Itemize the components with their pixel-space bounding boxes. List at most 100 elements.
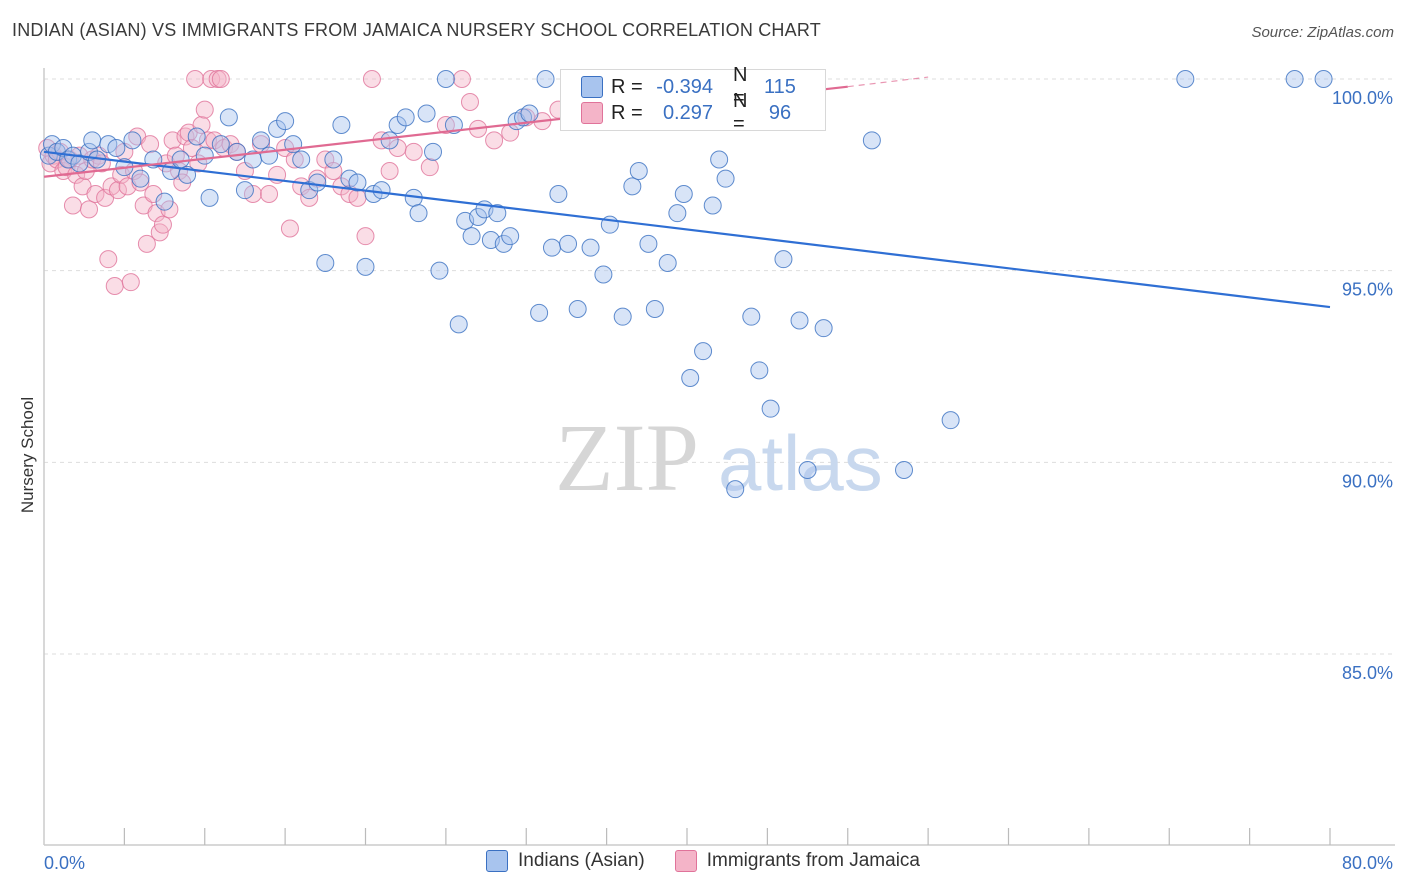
data-point-jamaica [356, 227, 375, 246]
data-point-indians [449, 315, 468, 334]
data-point-jamaica [63, 196, 82, 215]
data-point-indians [1314, 70, 1333, 88]
data-point-indians [941, 411, 960, 430]
y-axis-title: Nursery School [18, 397, 37, 513]
stats-swatch-jamaica [581, 102, 603, 124]
data-point-indians [107, 139, 126, 157]
source-label: Source: ZipAtlas.com [1251, 24, 1394, 41]
data-point-jamaica [285, 150, 304, 169]
data-point-indians [227, 142, 246, 161]
data-point-indians [814, 319, 833, 338]
data-point-indians [195, 146, 214, 165]
data-point-indians [324, 150, 343, 169]
stats-n-label: N = [733, 64, 748, 109]
legend-item-indians[interactable]: Indians (Asian) [485, 850, 645, 872]
data-point-jamaica [108, 181, 127, 200]
data-point-jamaica [211, 70, 230, 88]
data-point-indians [308, 173, 327, 192]
data-point-indians [1285, 70, 1304, 88]
data-point-indians [187, 127, 206, 146]
data-point-indians [530, 303, 549, 322]
y-tick-label: 95.0% [1342, 280, 1393, 300]
data-point-jamaica [202, 70, 221, 88]
data-point-jamaica [105, 277, 124, 295]
data-point-indians [710, 150, 729, 169]
data-point-indians [380, 131, 399, 150]
data-point-jamaica [380, 162, 399, 180]
data-point-indians [742, 307, 761, 326]
data-point-jamaica [300, 188, 319, 207]
data-point-indians [462, 227, 481, 246]
x-tick-label-max: 80.0% [1342, 853, 1393, 873]
legend-label-indians: Indians (Asian) [517, 850, 645, 871]
data-point-indians [131, 169, 150, 188]
data-point-indians [520, 104, 539, 123]
data-point-indians [348, 173, 367, 192]
data-point-jamaica [80, 200, 99, 219]
data-point-indians [494, 234, 513, 253]
legend-swatch-jamaica [674, 850, 697, 872]
watermark: ZIP atlas [555, 404, 883, 511]
data-point-jamaica [404, 142, 423, 161]
axes: 85.0% 90.0% 95.0% 100.0% [43, 68, 1395, 846]
data-point-indians [549, 185, 568, 203]
watermark-atlas: atlas [718, 419, 883, 507]
legend-label-jamaica: Immigrants from Jamaica [706, 850, 920, 871]
data-point-indians [332, 116, 351, 134]
data-point-indians [703, 196, 722, 215]
data-point-indians [613, 307, 632, 326]
data-point-jamaica [452, 70, 471, 88]
data-point-jamaica [420, 158, 439, 177]
chart-title: INDIAN (ASIAN) VS IMMIGRANTS FROM JAMAIC… [12, 20, 821, 40]
data-point-indians [211, 135, 230, 154]
y-tick-label: 100.0% [1332, 88, 1393, 108]
y-tick-label: 85.0% [1342, 663, 1393, 683]
data-point-jamaica [121, 273, 140, 292]
data-point-indians [54, 139, 73, 157]
data-point-indians [629, 162, 648, 180]
data-point-indians [581, 238, 600, 257]
data-point-indians [895, 461, 914, 479]
data-point-jamaica [280, 219, 299, 238]
stats-r-value: 0.297 [662, 101, 713, 124]
data-point-indians [750, 361, 769, 380]
stats-swatch-indians [581, 76, 603, 98]
data-point-indians [668, 204, 687, 223]
data-point-indians [623, 177, 642, 196]
stats-r-label: R = [611, 75, 643, 98]
data-point-indians [681, 369, 700, 387]
y-tick-label: 90.0% [1342, 471, 1393, 491]
data-point-indians [594, 265, 613, 284]
data-point-indians [645, 300, 664, 318]
data-point-indians [694, 342, 713, 361]
data-point-indians [276, 112, 295, 131]
data-point-jamaica [260, 185, 279, 203]
data-point-indians [716, 169, 735, 188]
data-point-jamaica [460, 93, 479, 111]
data-point-indians [235, 181, 254, 200]
stats-box: R = -0.394 N = 115 R = 0.297 N = 96 [560, 64, 826, 135]
trend-line-indians [43, 150, 1331, 309]
data-point-indians [1176, 70, 1195, 88]
data-point-jamaica [221, 135, 240, 154]
data-point-jamaica [153, 215, 172, 234]
data-point-indians [252, 131, 271, 150]
stats-n-value: 96 [768, 101, 792, 124]
chart-legend: Indians (Asian) Immigrants from Jamaica [0, 850, 1406, 872]
stats-r-label: R = [611, 101, 643, 124]
data-point-jamaica [195, 100, 214, 119]
data-point-indians [658, 254, 677, 272]
data-point-indians [430, 261, 449, 280]
data-point-indians [260, 146, 279, 165]
data-point-indians [488, 204, 507, 223]
stats-r-value: -0.394 [656, 75, 713, 98]
data-point-indians [436, 70, 455, 88]
data-point-indians [155, 192, 174, 211]
data-point-indians [200, 188, 219, 207]
legend-item-jamaica[interactable]: Immigrants from Jamaica [674, 850, 920, 872]
stats-n-label: N = [733, 90, 748, 135]
data-point-jamaica [362, 70, 381, 88]
data-point-jamaica [137, 234, 156, 253]
data-point-indians [424, 142, 443, 161]
data-point-indians [726, 480, 745, 499]
